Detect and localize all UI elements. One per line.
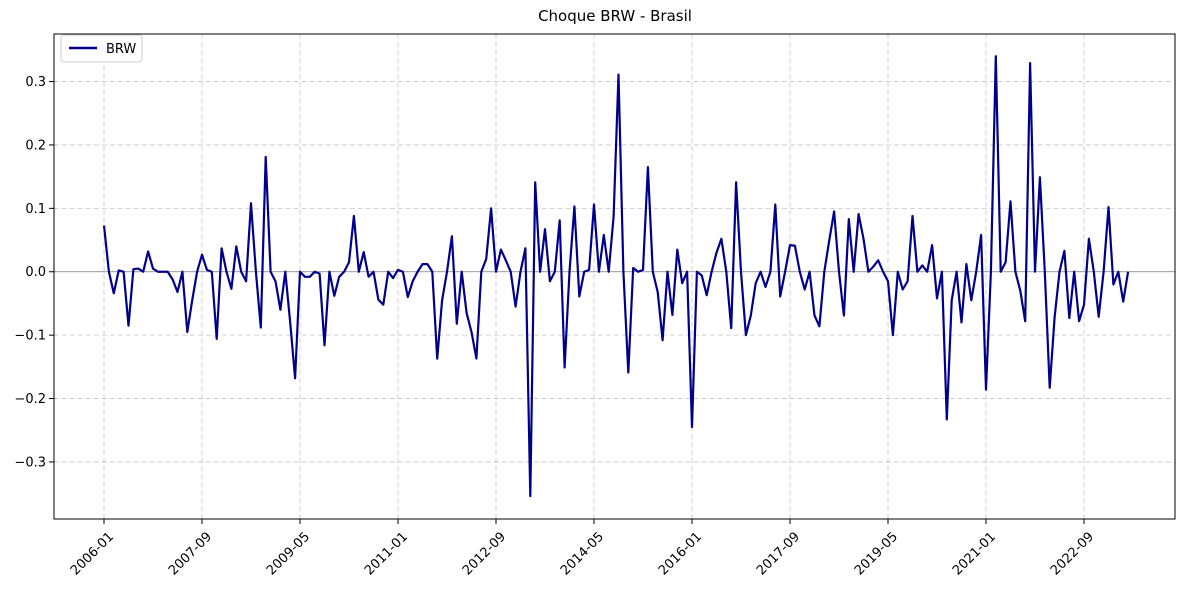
chart-title: Choque BRW - Brasil <box>538 7 692 25</box>
y-tick-label: 0.1 <box>25 202 46 217</box>
y-axis: −0.3 −0.2 −0.1 0.0 0.1 0.2 0.3 <box>14 75 54 470</box>
y-tick-label: −0.1 <box>14 329 46 344</box>
legend: BRW <box>60 34 143 63</box>
y-tick-label: −0.3 <box>14 455 46 470</box>
legend-box <box>60 34 143 63</box>
y-tick-label: 0.3 <box>25 75 46 90</box>
y-tick-label: 0.0 <box>25 265 46 280</box>
plot-area-frame <box>53 33 1176 520</box>
y-tick-label: −0.2 <box>14 392 46 407</box>
y-tick-label: 0.2 <box>25 138 46 153</box>
series-line-brw <box>102 55 1130 498</box>
legend-label-brw: BRW <box>106 42 136 57</box>
